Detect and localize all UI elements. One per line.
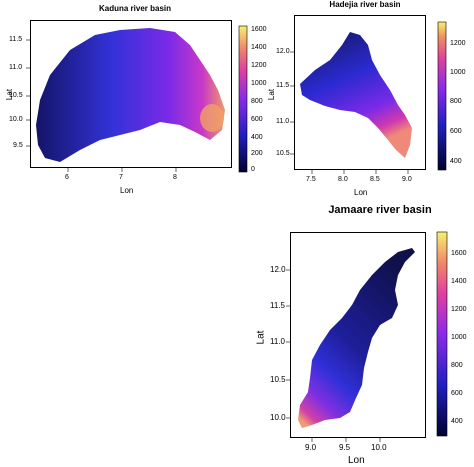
kaduna-cbar-tick: 1200 bbox=[251, 62, 267, 69]
kaduna-title: Kaduna river basin bbox=[98, 4, 172, 13]
jamaare-cbar-tick: 800 bbox=[451, 362, 463, 369]
hadejia-cbar-tick: 1000 bbox=[450, 69, 466, 76]
jamaare-ylabel: Lat bbox=[255, 330, 267, 345]
hadejia-ytick: 12.0 bbox=[276, 48, 290, 55]
kaduna-colorbar bbox=[238, 25, 248, 173]
hadejia-xtick: 8.0 bbox=[338, 176, 348, 183]
jamaare-ytick: 12.0 bbox=[270, 265, 286, 274]
kaduna-ytick: 11.0 bbox=[9, 64, 23, 71]
hadejia-ytick: 11.5 bbox=[276, 82, 290, 89]
hadejia-title: Hadejia river basin bbox=[329, 0, 401, 9]
kaduna-ytick: 11.5 bbox=[9, 36, 23, 43]
hadejia-xlabel: Lon bbox=[354, 188, 368, 197]
hadejia-xtick: 9.0 bbox=[402, 176, 412, 183]
hadejia-cbar-tick: 800 bbox=[450, 98, 462, 105]
kaduna-ytick: 10.0 bbox=[9, 116, 23, 123]
jamaare-cbar-tick: 600 bbox=[451, 390, 463, 397]
jamaare-cbar-tick: 1200 bbox=[451, 306, 467, 313]
jamaare-ytick: 11.5 bbox=[270, 301, 285, 310]
hadejia-basin-shape bbox=[300, 32, 412, 158]
jamaare-xtick: 9.0 bbox=[305, 443, 317, 452]
kaduna-cbar-tick: 1600 bbox=[251, 26, 267, 33]
hadejia-colorbar bbox=[437, 21, 447, 171]
kaduna-cbar-tick: 1000 bbox=[251, 80, 267, 87]
kaduna-ytick: 9.5 bbox=[13, 142, 23, 149]
hadejia-ytick: 11.0 bbox=[276, 118, 290, 125]
kaduna-basin-shape bbox=[36, 28, 225, 162]
jamaare-cbar-tick: 1600 bbox=[451, 250, 467, 257]
hadejia-cbar-tick: 400 bbox=[450, 158, 462, 165]
jamaare-title: Jamaare river basin bbox=[328, 204, 432, 216]
kaduna-cbar-tick: 1400 bbox=[251, 44, 267, 51]
jamaare-xtick: 10.0 bbox=[371, 443, 387, 452]
kaduna-xtick: 7 bbox=[119, 174, 123, 181]
kaduna-ytick: 10.5 bbox=[9, 92, 23, 99]
kaduna-xtick: 8 bbox=[173, 174, 177, 181]
jamaare-ytick: 11.0 bbox=[270, 337, 285, 346]
kaduna-cbar-tick: 200 bbox=[251, 150, 263, 157]
hadejia-cbar-tick: 600 bbox=[450, 128, 462, 135]
jamaare-xlabel: Lon bbox=[348, 455, 365, 466]
jamaare-cbar-tick: 1000 bbox=[451, 334, 467, 341]
kaduna-cbar-tick: 600 bbox=[251, 116, 263, 123]
kaduna-cbar-tick: 800 bbox=[251, 98, 263, 105]
hadejia-cbar-tick: 1200 bbox=[450, 40, 466, 47]
jamaare-basin-shape bbox=[298, 248, 415, 428]
jamaare-cbar-tick: 1400 bbox=[451, 278, 467, 285]
kaduna-cbar-tick: 400 bbox=[251, 134, 263, 141]
kaduna-cbar-tick: 0 bbox=[251, 166, 255, 173]
jamaare-xtick: 9.5 bbox=[339, 443, 351, 452]
hadejia-xtick: 8.5 bbox=[370, 176, 380, 183]
jamaare-cbar-tick: 400 bbox=[451, 418, 463, 425]
kaduna-xtick: 6 bbox=[65, 174, 69, 181]
hadejia-xtick: 7.5 bbox=[306, 176, 316, 183]
jamaare-ytick: 10.5 bbox=[270, 375, 286, 384]
jamaare-ytick: 10.0 bbox=[270, 413, 286, 422]
kaduna-xlabel: Lon bbox=[120, 186, 134, 195]
hadejia-ytick: 10.5 bbox=[276, 150, 290, 157]
jamaare-colorbar bbox=[436, 231, 448, 437]
